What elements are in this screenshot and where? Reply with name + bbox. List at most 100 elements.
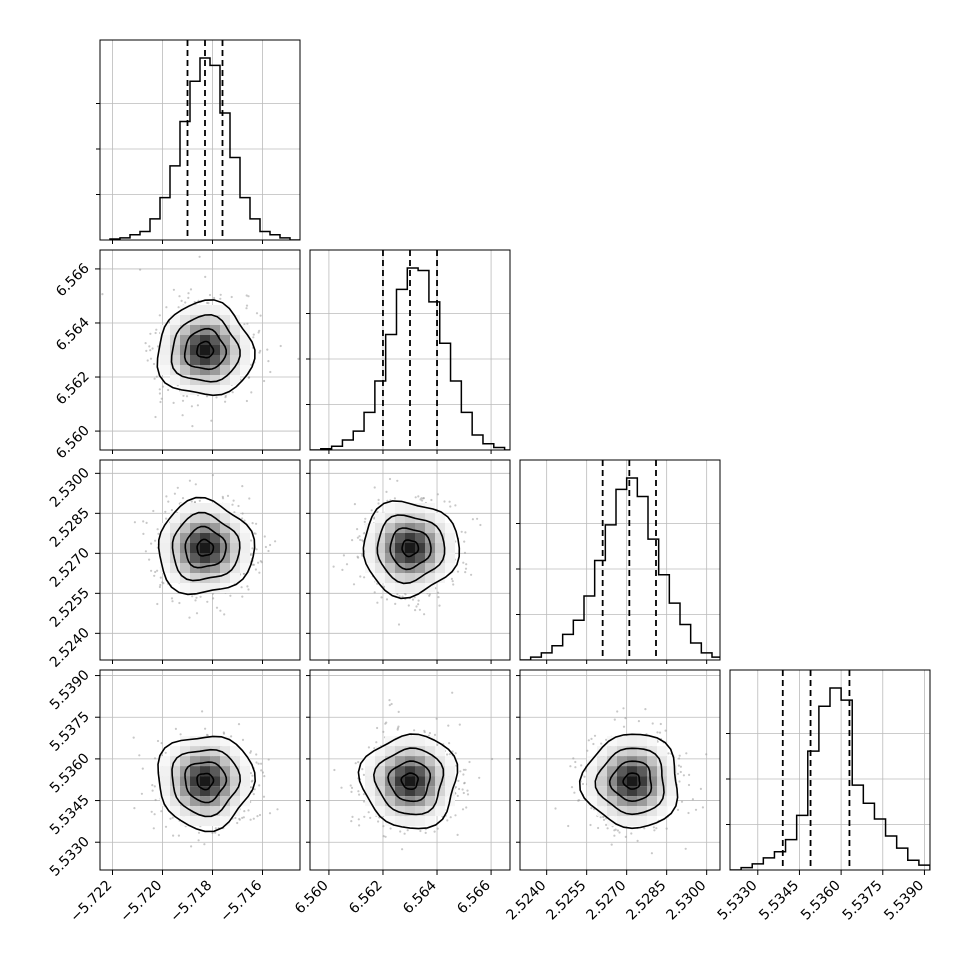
density-cell: [180, 746, 190, 757]
density-cell: [405, 503, 415, 513]
sample-point: [167, 388, 170, 392]
density-cell: [647, 756, 657, 767]
density-cell: [637, 786, 647, 797]
sample-point: [462, 561, 465, 564]
sample-point: [388, 704, 391, 707]
density-cell: [180, 756, 190, 767]
sample-point: [644, 708, 647, 711]
sample-point: [232, 499, 235, 502]
sample-point: [181, 414, 184, 417]
sample-point: [407, 604, 410, 607]
sample-point: [655, 827, 658, 830]
sample-point: [263, 775, 266, 778]
density-cell: [210, 335, 220, 345]
density-cell: [240, 766, 250, 777]
density-cell: [200, 553, 210, 563]
sample-point: [188, 616, 191, 619]
sample-point: [262, 795, 266, 798]
sample-point: [676, 808, 680, 812]
sample-point: [214, 827, 217, 830]
sample-point: [388, 699, 391, 702]
density-cell: [170, 543, 180, 553]
density-cell: [425, 533, 435, 543]
sample-point: [423, 613, 426, 616]
sample-point: [252, 817, 255, 820]
density-cell: [220, 355, 230, 365]
density-cell: [170, 573, 180, 583]
contour-2: [184, 761, 228, 804]
density-cell: [365, 543, 375, 553]
sample-point: [153, 813, 156, 816]
density-cell: [220, 325, 230, 335]
histogram-0: [109, 57, 300, 240]
sample-point: [362, 800, 366, 803]
sample-point: [154, 798, 157, 802]
density-cell: [405, 583, 415, 593]
sample-point: [403, 832, 406, 835]
density-cell: [425, 736, 435, 747]
density-cell: [445, 543, 455, 553]
density-cell: [180, 325, 190, 335]
sample-point: [471, 518, 474, 521]
density-cell: [385, 816, 395, 827]
sample-point: [599, 816, 602, 819]
density-cell: [200, 315, 210, 325]
density-cell: [395, 563, 405, 573]
sample-point: [459, 770, 462, 773]
density-cell: [160, 365, 170, 375]
sample-point: [433, 830, 436, 833]
sample-point: [154, 570, 157, 574]
density-cell: [180, 583, 190, 593]
density-cell: [375, 766, 385, 777]
density-cell: [435, 563, 445, 573]
sample-point: [386, 499, 389, 502]
density-cell: [607, 776, 617, 787]
density-cell: [160, 345, 170, 355]
sample-point: [161, 385, 165, 388]
density-cell: [180, 513, 190, 523]
density-cell: [240, 345, 250, 355]
density-cell: [395, 816, 405, 827]
sample-point: [269, 370, 272, 374]
sample-point: [435, 717, 438, 720]
density-cell: [200, 563, 210, 573]
sample-point: [242, 816, 245, 819]
sample-point: [198, 255, 201, 258]
density-cell: [190, 305, 200, 315]
sample-point: [377, 820, 380, 823]
sample-point: [448, 753, 451, 756]
density-cell: [627, 776, 637, 787]
sample-point: [255, 522, 258, 525]
sample-point: [263, 379, 266, 383]
density-cell: [220, 315, 230, 325]
sample-point: [397, 725, 400, 728]
density-cell: [425, 766, 435, 777]
sample-point: [159, 400, 162, 404]
density-cell: [597, 746, 607, 757]
sample-point: [630, 832, 633, 835]
density-cell: [220, 746, 230, 757]
density-cell: [435, 806, 445, 817]
sample-point: [367, 811, 370, 814]
density-panel-3-2: [520, 670, 720, 870]
y-tick-label: 5.5345: [47, 792, 93, 838]
density-cell: [190, 345, 200, 355]
sample-point: [205, 733, 209, 737]
sample-point: [165, 495, 168, 498]
sample-point: [171, 600, 174, 603]
density-cell: [365, 553, 375, 563]
density-cell: [160, 756, 170, 767]
density-cell: [425, 513, 435, 523]
density-cell: [200, 736, 210, 747]
density-cell: [435, 553, 445, 563]
sample-point: [353, 503, 356, 506]
sample-point: [251, 547, 254, 550]
y-tick-label: 2.5240: [47, 625, 93, 671]
sample-point: [593, 734, 597, 737]
density-cell: [637, 736, 647, 747]
sample-point: [150, 542, 153, 545]
sample-point: [650, 852, 654, 855]
sample-point: [187, 292, 190, 295]
sample-point: [622, 725, 626, 728]
density-cell: [210, 385, 220, 395]
